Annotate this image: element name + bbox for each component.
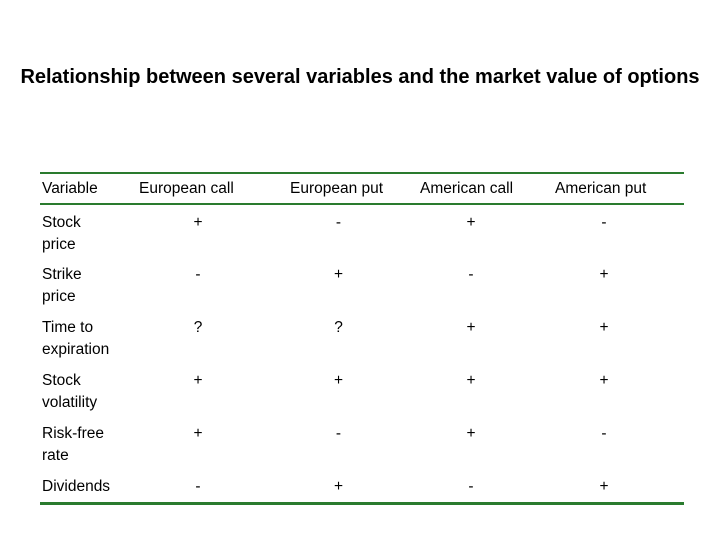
cell-value: - (335, 425, 342, 442)
table-row-stock-price: Stock price + - + - (40, 204, 684, 257)
cell-value: + (466, 372, 476, 389)
column-header-european-put: European put (288, 172, 418, 205)
column-header-variable: Variable (40, 172, 137, 205)
cell-value: - (137, 469, 288, 505)
cell-value: + (288, 469, 418, 505)
row-label: Dividends (40, 469, 137, 505)
table-row-time-to-expiration: Time to expiration ? ? + + (40, 310, 684, 363)
cell-value: - (195, 266, 201, 283)
cell-value: + (193, 372, 203, 389)
column-header-american-put: American put (553, 172, 684, 205)
cell-value: + (333, 266, 344, 283)
cell-value: + (193, 214, 203, 231)
cell-value: + (466, 425, 476, 442)
cell-value: - (335, 214, 342, 231)
cell-value: + (553, 469, 684, 505)
cell-value: + (599, 372, 609, 389)
table-row-stock-volatility: Stock volatility + + + + (40, 363, 684, 416)
row-label: Stock price (42, 214, 81, 253)
table-row-dividends: Dividends - + - + (40, 469, 684, 505)
cell-value: - (418, 469, 553, 505)
table-row-risk-free-rate: Risk-free rate + - + - (40, 416, 684, 469)
options-variables-table: Variable European call European put Amer… (40, 172, 684, 505)
cell-value: ? (193, 319, 203, 336)
cell-value: + (466, 319, 476, 336)
slide-title: Relationship between several variables a… (20, 66, 700, 88)
row-label: Strike price (42, 266, 82, 305)
cell-value: ? (334, 319, 343, 336)
table-header-row: Variable European call European put Amer… (40, 172, 684, 205)
cell-value: + (466, 214, 476, 231)
column-header-american-call: American call (418, 172, 553, 205)
cell-value: - (601, 214, 607, 231)
table-row-strike-price: Strike price - + - + (40, 257, 684, 310)
cell-value: + (193, 425, 203, 442)
column-header-european-call: European call (137, 172, 288, 205)
row-label: Stock volatility (42, 372, 98, 411)
cell-value: + (599, 266, 609, 283)
cell-value: - (601, 425, 607, 442)
row-label: Risk-free rate (42, 425, 105, 464)
cell-value: + (599, 319, 609, 336)
cell-value: - (468, 266, 474, 283)
cell-value: + (333, 372, 344, 389)
row-label: Time to expiration (42, 319, 110, 358)
